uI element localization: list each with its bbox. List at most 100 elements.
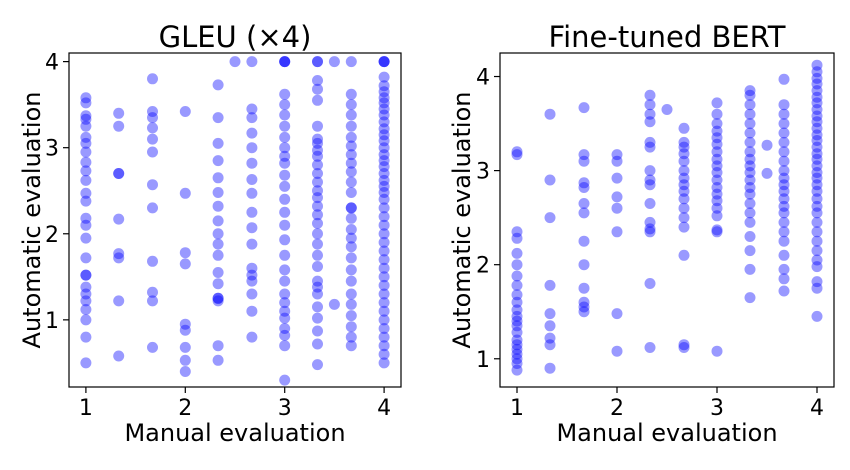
data-point [147,73,158,85]
data-point [711,167,723,178]
data-point [678,339,690,351]
data-point [578,301,590,313]
data-point [312,176,323,188]
data-point [113,252,125,264]
data-point [778,118,790,130]
data-point [246,56,258,68]
data-point [811,282,823,294]
data-point [312,281,323,293]
data-point [80,113,92,125]
data-point [711,153,723,165]
data-point [80,97,92,109]
data-point [578,235,590,247]
data-point [811,193,823,205]
data-point [644,165,656,177]
data-point [511,358,523,369]
data-point [578,282,590,294]
data-point [778,127,790,139]
data-point [378,271,390,283]
data-point [312,209,323,221]
data-point [778,273,790,285]
data-point [811,216,823,228]
data-point [312,249,323,261]
data-point [744,118,756,130]
data-point [378,86,390,98]
data-point [279,219,291,231]
data-point [811,185,823,197]
data-point [778,249,790,261]
data-point [511,315,523,327]
data-point [678,122,690,134]
data-point [246,238,258,250]
data-point [279,56,291,68]
data-point [312,192,323,204]
data-point [711,108,723,120]
data-point [644,136,656,148]
data-point [644,216,656,228]
data-point [279,131,291,143]
data-point [378,80,390,92]
data-point [678,179,690,191]
data-point [212,354,224,366]
data-point [80,92,92,104]
data-point [179,258,191,270]
data-point [511,326,523,338]
data-point [345,99,357,111]
data-point [811,235,823,247]
data-point [80,131,92,143]
data-point [212,295,224,307]
data-point [511,296,523,308]
data-point [778,136,790,148]
data-point [147,295,158,307]
data-point [544,212,556,224]
data-point [611,202,623,214]
data-point [378,254,390,266]
data-point [279,312,291,324]
data-point [611,191,623,203]
data-point [80,281,92,293]
data-point [644,223,656,235]
data-point [80,110,92,122]
data-point [678,172,690,184]
data-point [147,255,158,267]
data-point [246,112,258,124]
data-point [678,148,690,160]
data-point [744,167,756,178]
data-point [578,177,590,189]
data-point [378,180,390,192]
data-point [246,305,258,317]
data-point [778,185,790,197]
data-point [578,102,590,114]
data-point [644,141,656,153]
data-point [113,350,125,362]
data-point [147,286,158,298]
data-point [811,148,823,160]
data-point [611,226,623,238]
x-tick-label: 3 [278,396,292,421]
data-point [378,56,390,68]
data-point [378,129,390,141]
y-axis-label: Automatic evaluation [18,92,46,349]
data-points [511,59,823,376]
data-point [80,269,92,281]
data-point [378,331,390,343]
x-tick-label: 2 [610,396,624,421]
data-point [678,221,690,233]
data-point [80,187,92,199]
data-point [279,120,291,132]
y-axis: 1 2 3 4 [45,51,69,334]
data-point [511,247,523,259]
data-point [544,362,556,374]
data-point [246,142,258,154]
data-point [345,224,357,235]
data-point [312,56,323,68]
data-point [744,188,756,200]
y-tick-label: 2 [45,223,59,248]
data-point [279,88,291,100]
data-point [80,295,92,307]
data-point [511,364,523,376]
data-point [345,202,357,214]
data-point [544,174,556,186]
data-point [578,155,590,167]
data-point [279,340,291,352]
